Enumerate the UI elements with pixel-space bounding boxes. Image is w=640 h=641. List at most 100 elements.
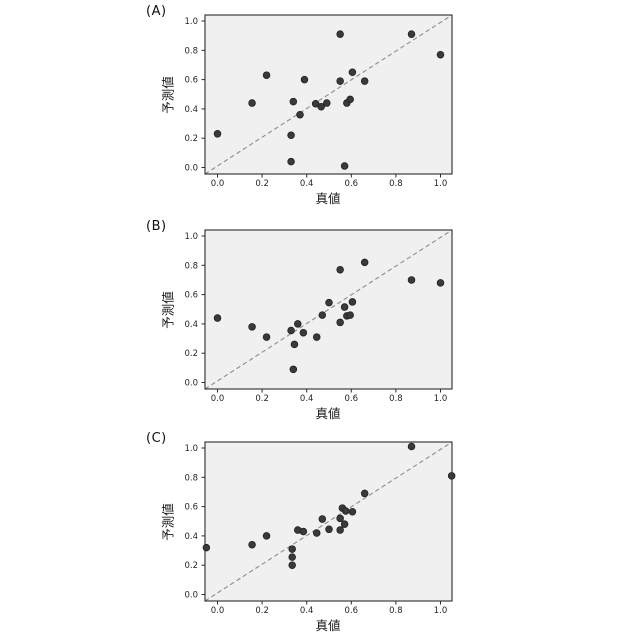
data-point (262, 333, 271, 341)
x-axis-label-c: 真値 (315, 618, 341, 633)
x-tick-label: 1.0 (434, 606, 448, 616)
axes-spines (204, 441, 453, 602)
y-tick-label: 1.0 (184, 232, 198, 242)
y-tick-label: 0.2 (184, 561, 198, 571)
scatter-plot-a: 0.0 0.2 0.4 0.6 0.8 1.0 0.0 0.2 0.4 0.6 0.8 1.0 (184, 14, 453, 189)
data-point (296, 111, 304, 119)
x-tick-label: 0.8 (389, 606, 403, 616)
identity-line (204, 14, 453, 175)
data-point (346, 95, 354, 104)
y-tick-label: 0.0 (184, 164, 198, 174)
y-tick-label: 0.4 (184, 320, 198, 330)
data-point (202, 543, 211, 552)
data-point (407, 276, 416, 284)
x-tick-label: 0.6 (345, 179, 359, 189)
x-tick-label: 0.2 (255, 394, 269, 404)
data-point (312, 529, 321, 537)
data-point (325, 525, 333, 534)
scatter-plot-b: 0.0 0.2 0.4 0.6 0.8 1.0 0.0 0.2 0.4 0.6 0.8 1.0 (184, 229, 453, 404)
y-tick-label: 1.0 (184, 444, 198, 454)
data-point (336, 77, 344, 85)
axes-spines (204, 14, 453, 175)
data-point (341, 507, 350, 515)
data-point (340, 303, 349, 311)
data-point (348, 507, 357, 516)
data-point (289, 97, 298, 106)
data-point (336, 30, 344, 38)
data-point (447, 472, 456, 480)
data-point (336, 514, 344, 523)
x-tick-label: 0.8 (389, 179, 403, 189)
x-tick-label: 0.6 (345, 606, 359, 616)
scatter-plot-c: 0.0 0.2 0.4 0.6 0.8 1.0 0.0 0.2 0.4 0.6 0.8 1.0 (184, 441, 456, 616)
data-point (436, 279, 445, 287)
scatter-panel-a: 0.0 0.2 0.4 0.6 0.8 1.0 0.0 0.2 0.4 0.6 0.8 1.0 (A)… (0, 0, 640, 214)
data-point (288, 545, 296, 553)
scatter-panel-b: 0.0 0.2 0.4 0.6 0.8 1.0 0.0 0.2 0.4 0.6 0.8 1.0 (B)… (0, 215, 640, 429)
x-tick-label: 0.8 (389, 394, 403, 404)
data-point (287, 131, 295, 140)
panel-label-a: (A) (146, 4, 167, 19)
y-tick-label: 0.2 (184, 349, 198, 359)
data-point (288, 561, 296, 569)
y-tick-label: 0.8 (184, 261, 198, 271)
data-point (287, 157, 295, 166)
data-point (336, 265, 344, 274)
data-point (340, 520, 349, 528)
scatter-panel-c: 0.0 0.2 0.4 0.6 0.8 1.0 0.0 0.2 0.4 0.6 0.8 1.0 (C)… (0, 427, 640, 641)
data-point (213, 314, 222, 322)
y-tick-label: 0.8 (184, 473, 198, 483)
x-tick-label: 0.0 (211, 394, 225, 404)
data-point (325, 298, 333, 307)
x-axis-label-b: 真値 (315, 406, 341, 421)
data-point (248, 99, 256, 107)
data-point (312, 333, 321, 341)
x-tick-label: 0.2 (255, 606, 269, 616)
data-point (288, 553, 296, 561)
x-tick-label: 0.6 (345, 394, 359, 404)
x-tick-label: 1.0 (434, 394, 448, 404)
y-tick-label: 0.0 (184, 591, 198, 601)
y-tick-label: 0.6 (184, 291, 198, 301)
data-point (262, 532, 271, 540)
identity-line (204, 229, 453, 390)
y-tick-label: 0.4 (184, 532, 198, 542)
y-tick-label: 0.2 (184, 134, 198, 144)
data-point (407, 442, 416, 451)
axes-spines (204, 229, 453, 390)
data-point (407, 30, 416, 38)
data-point (290, 340, 299, 349)
x-tick-label: 0.4 (300, 179, 314, 189)
x-tick-label: 0.0 (211, 179, 225, 189)
x-tick-label: 0.4 (300, 606, 314, 616)
data-point (360, 77, 369, 85)
y-axis-label-b: 予測値 (160, 291, 176, 329)
data-point (294, 320, 302, 328)
x-tick-label: 0.2 (255, 179, 269, 189)
data-point (360, 258, 369, 267)
y-tick-label: 0.6 (184, 503, 198, 513)
data-point (436, 50, 445, 59)
x-tick-label: 0.0 (211, 606, 225, 616)
y-tick-label: 0.6 (184, 76, 198, 86)
data-point (300, 75, 309, 84)
data-point (317, 102, 325, 111)
data-point (287, 326, 295, 335)
panel-label-c: (C) (146, 431, 167, 446)
y-tick-label: 0.8 (184, 46, 198, 56)
data-point (318, 515, 327, 523)
data-point (299, 527, 308, 536)
panel-label-b: (B) (146, 219, 167, 234)
data-point (213, 130, 222, 138)
y-axis-label-c: 予測値 (160, 503, 176, 541)
x-tick-label: 0.4 (300, 394, 314, 404)
data-point (336, 318, 344, 327)
data-point (348, 68, 357, 77)
y-tick-label: 0.4 (184, 105, 198, 115)
data-point (318, 311, 327, 319)
data-point (360, 489, 369, 498)
data-point (289, 365, 298, 374)
y-tick-label: 0.0 (184, 379, 198, 389)
data-point (299, 328, 308, 337)
